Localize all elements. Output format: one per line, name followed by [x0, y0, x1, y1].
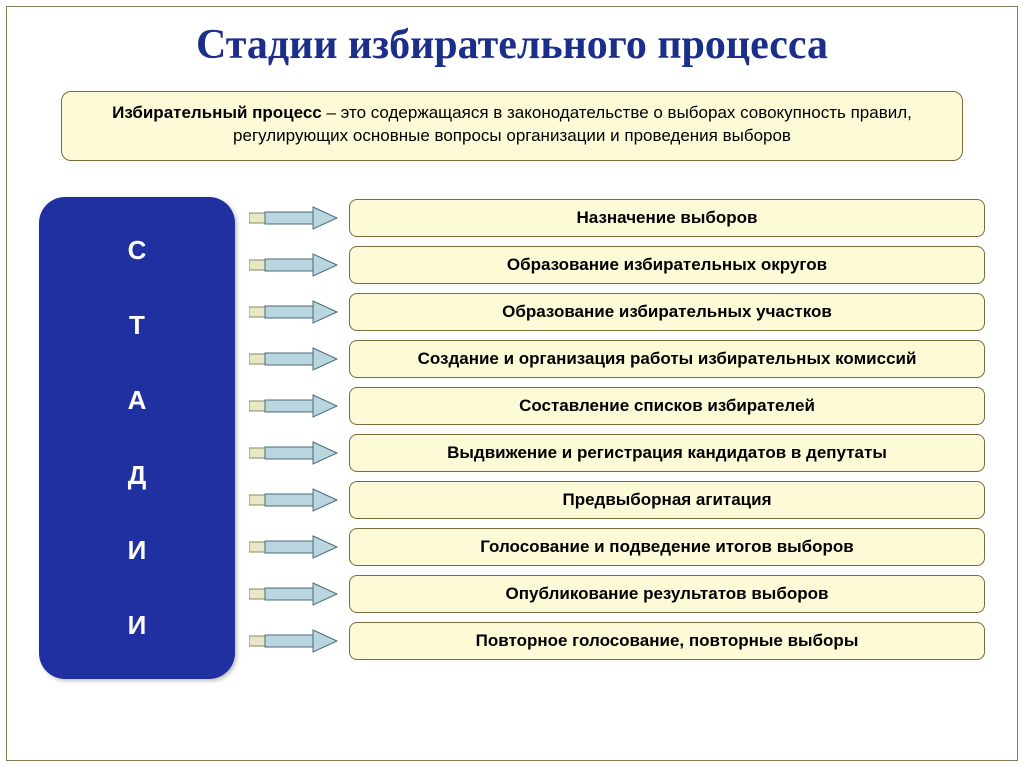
stage-box: Голосование и подведение итогов выборов [349, 528, 985, 566]
stage-row: Создание и организация работы избиратель… [249, 340, 985, 378]
stage-row: Повторное голосование, повторные выборы [249, 622, 985, 660]
stages-side-box: С Т А Д И И [39, 197, 235, 679]
stage-row: Образование избирательных округов [249, 246, 985, 284]
arrow-icon [249, 628, 339, 654]
arrow-icon [249, 581, 339, 607]
slide-frame: Стадии избирательного процесса Избирател… [6, 6, 1018, 761]
stage-box: Создание и организация работы избиратель… [349, 340, 985, 378]
arrow-icon [249, 346, 339, 372]
stages-column: Назначение выборов Образование избирател… [249, 197, 985, 679]
content-row: С Т А Д И И Назначение выборов Образование из… [39, 197, 985, 679]
stage-box: Образование избирательных участков [349, 293, 985, 331]
stage-row: Опубликование результатов выборов [249, 575, 985, 613]
stage-box: Предвыборная агитация [349, 481, 985, 519]
arrow-icon [249, 252, 339, 278]
stage-box: Выдвижение и регистрация кандидатов в де… [349, 434, 985, 472]
arrow-icon [249, 487, 339, 513]
side-letter: Т [128, 310, 147, 341]
stage-row: Выдвижение и регистрация кандидатов в де… [249, 434, 985, 472]
stage-row: Предвыборная агитация [249, 481, 985, 519]
arrow-icon [249, 534, 339, 560]
stage-box: Составление списков избирателей [349, 387, 985, 425]
stage-box: Назначение выборов [349, 199, 985, 237]
side-letter: И [128, 610, 147, 641]
definition-box: Избирательный процесс – это содержащаяся… [61, 91, 963, 161]
side-letter: И [128, 535, 147, 566]
arrow-icon [249, 393, 339, 419]
stage-row: Голосование и подведение итогов выборов [249, 528, 985, 566]
arrow-icon [249, 440, 339, 466]
stage-row: Составление списков избирателей [249, 387, 985, 425]
side-letters: С Т А Д И И [128, 197, 147, 679]
definition-term: Избирательный процесс [112, 103, 322, 122]
definition-text: – это содержащаяся в законодательстве о … [233, 103, 912, 145]
arrow-icon [249, 205, 339, 231]
stage-box: Образование избирательных округов [349, 246, 985, 284]
side-letter: А [128, 385, 147, 416]
stage-box: Опубликование результатов выборов [349, 575, 985, 613]
page-title: Стадии избирательного процесса [39, 21, 985, 69]
side-letter: Д [128, 460, 147, 491]
stage-row: Образование избирательных участков [249, 293, 985, 331]
side-letter: С [128, 235, 147, 266]
arrow-icon [249, 299, 339, 325]
stage-row: Назначение выборов [249, 199, 985, 237]
stage-box: Повторное голосование, повторные выборы [349, 622, 985, 660]
